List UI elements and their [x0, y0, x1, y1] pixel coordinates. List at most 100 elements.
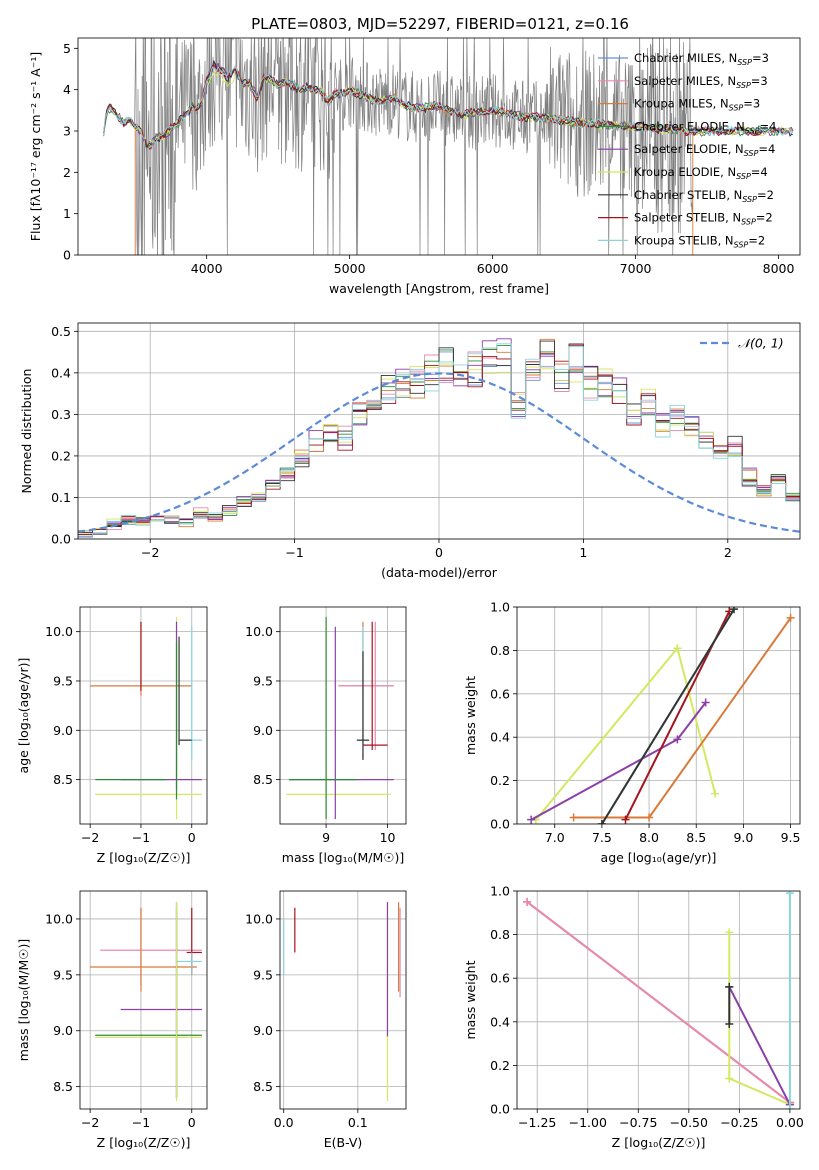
mw-vs-age-line-kroupa-miles — [573, 617, 792, 819]
mass-vs-Z-errorbar — [95, 907, 202, 1098]
mw-vs-age-y-axis-label: mass weight — [463, 676, 478, 755]
mw-vs-age-point-marker — [645, 813, 654, 822]
mass-vs-Z-frame — [79, 890, 208, 1110]
mw-vs-age-x-tick-label: 9.5 — [781, 830, 801, 845]
spectrum-x-axis-label: wavelength [Angstrom, rest frame] — [329, 281, 549, 296]
mw-vs-Z-point-marker — [725, 928, 734, 937]
spectrum-y-tick-label: 0 — [63, 248, 71, 263]
age-vs-Z-x-axis-label: Z [log₁₀(Z/Z☉)] — [97, 850, 191, 865]
age-vs-Z-y-tick-label: 9.0 — [53, 723, 73, 738]
residuals-legend: 𝒩(0, 1) — [700, 336, 784, 351]
figure-title: PLATE=0803, MJD=52297, FIBERID=0121, z=0… — [251, 15, 629, 33]
mass-vs-Z-x-tick-label: −1 — [132, 1115, 150, 1130]
mass-vs-ebv-plot-area — [280, 891, 406, 1109]
mass-vs-ebv-y-tick-label: 9.5 — [253, 967, 273, 982]
mw-vs-age-line-chabrier-stelib — [601, 608, 735, 824]
age-vs-Z-y-tick-label: 10.0 — [45, 624, 73, 639]
age-vs-Z-x-tick-label: −1 — [132, 830, 150, 845]
mw-vs-age-y-tick-label: 0.2 — [490, 773, 510, 788]
histogram-kroupa-elodie — [78, 363, 800, 531]
mw-vs-age-point-marker — [711, 789, 720, 798]
mw-vs-Z-y-tick-label: 0.8 — [490, 927, 510, 942]
spectrum-y-tick-label: 3 — [63, 124, 71, 139]
mw-vs-age-point-marker — [673, 644, 682, 653]
residuals-y-tick-label: 0.1 — [51, 490, 71, 505]
mw-vs-age-point-marker — [729, 607, 738, 614]
spectrum-legend-item: Salpeter ELODIE, NSSP=4 — [598, 142, 775, 158]
mw-vs-age-x-tick-label: 7.5 — [592, 830, 612, 845]
mass-vs-Z-errorbar — [186, 907, 202, 975]
mass-vs-Z-errorbar — [100, 907, 202, 987]
mw-vs-age-point-marker — [621, 815, 630, 824]
mw-vs-age-plot-area — [517, 607, 800, 824]
age-vs-mass-errorbar — [362, 621, 388, 751]
spectrum-legend-item: Chabrier MILES, NSSP=3 — [598, 51, 769, 67]
residuals-y-tick-label: 0.2 — [51, 448, 71, 463]
residuals-y-axis-label: Normed distribution — [19, 369, 34, 494]
age-vs-Z-y-tick-label: 9.5 — [53, 673, 73, 688]
age-vs-mass-y-tick-label: 9.5 — [253, 673, 273, 688]
age-vs-mass-y-tick-label: 9.0 — [253, 723, 273, 738]
residuals-y-tick-label: 0.0 — [51, 532, 71, 547]
mass-vs-Z-errorbar — [90, 907, 197, 992]
mw-vs-age-point-marker — [527, 815, 536, 824]
age-vs-Z-panel: −2 −1 0 8.5 9.0 9.5 10.0 Z [log₁₀(Z/Z☉)] age [lo… — [16, 606, 208, 865]
age-vs-mass-plot-area — [280, 607, 406, 824]
spectrum-y-tick-label: 5 — [63, 41, 71, 56]
mass-vs-Z-plot-area — [80, 891, 207, 1109]
mass-vs-Z-y-axis-label: mass [log₁₀(M/M☉)] — [16, 939, 31, 1061]
mw-vs-age-y-tick-label: 0.8 — [490, 643, 510, 658]
mw-vs-Z-x-tick-label: −0.25 — [720, 1115, 758, 1130]
legend-label: Chabrier ELODIE, NSSP=4 — [634, 119, 776, 135]
residuals-x-axis-label: (data-model)/error — [381, 565, 498, 580]
spectrum-x-tick-label: 7000 — [620, 261, 652, 276]
mw-vs-age-x-tick-label: 9.0 — [733, 830, 753, 845]
model-spectrum-salpeter-stelib — [103, 64, 794, 150]
legend-label: Salpeter STELIB, NSSP=2 — [634, 211, 773, 227]
spectrum-legend-item: Kroupa MILES, NSSP=3 — [598, 97, 760, 113]
age-vs-Z-errorbar — [178, 636, 192, 746]
mass-vs-ebv-y-tick-label: 8.5 — [253, 1079, 273, 1094]
mass-vs-Z-x-axis-label: Z [log₁₀(Z/Z☉)] — [97, 1135, 191, 1150]
mass-vs-Z-x-tick-label: −2 — [81, 1115, 99, 1130]
mw-vs-Z-x-tick-label: 0.00 — [776, 1115, 804, 1130]
histogram-salpeter-miles — [78, 351, 800, 532]
spectrum-frame — [77, 37, 801, 256]
mw-vs-age-y-tick-label: 0.4 — [490, 730, 510, 745]
mw-vs-age-x-tick-label: 8.5 — [686, 830, 706, 845]
mw-vs-Z-point-marker — [523, 897, 532, 906]
mw-vs-Z-point-marker — [725, 982, 734, 991]
mass-vs-Z-x-tick-label: 0 — [188, 1115, 196, 1130]
mw-vs-age-x-tick-label: 8.0 — [639, 830, 659, 845]
mw-vs-Z-panel: −1.25 −1.00 −0.75 −0.50 −0.25 0.00 0.0 0.2 0.4 0.… — [463, 884, 804, 1151]
mass-vs-Z-errorbar — [120, 902, 202, 1098]
histogram-kroupa-miles — [78, 338, 800, 535]
age-vs-mass-errorbar — [338, 621, 394, 751]
mw-vs-Z-point-marker — [785, 891, 794, 898]
spectrum-legend-item: Chabrier STELIB, NSSP=2 — [598, 188, 774, 204]
legend-label: Salpeter MILES, NSSP=3 — [634, 74, 768, 90]
mw-vs-Z-line-salpeter-miles — [526, 901, 791, 1104]
mw-vs-Z-frame — [516, 890, 801, 1110]
spectrum-x-tick-label: 5000 — [334, 261, 366, 276]
model-spectrum-kroupa-stelib — [103, 66, 794, 150]
spectrum-panel: 4000 5000 6000 7000 8000 0 1 2 3 4 5 wavelength [An… — [28, 37, 801, 296]
residuals-x-tick-label: 1 — [579, 545, 587, 560]
legend-label: Salpeter ELODIE, NSSP=4 — [634, 142, 775, 158]
mw-vs-age-point-marker — [786, 613, 795, 622]
age-vs-mass-panel: 9 10 8.5 9.0 9.5 10.0 mass [log₁₀(M/M☉)] — [245, 606, 407, 865]
legend-label: Chabrier MILES, NSSP=3 — [634, 51, 769, 67]
legend-label: Kroupa MILES, NSSP=3 — [634, 97, 760, 113]
spectrum-x-tick-label: 4000 — [191, 261, 223, 276]
mass-vs-ebv-x-tick-label: 0.0 — [274, 1115, 294, 1130]
mass-vs-ebv-y-tick-label: 9.0 — [253, 1023, 273, 1038]
mw-vs-age-point-marker — [673, 735, 682, 744]
age-vs-mass-x-axis-label: mass [log₁₀(M/M☉)] — [282, 850, 404, 865]
mw-vs-Z-x-tick-label: −1.00 — [569, 1115, 607, 1130]
residuals-x-tick-label: −2 — [141, 545, 159, 560]
mw-vs-age-y-tick-label: 1.0 — [490, 600, 510, 615]
residuals-x-tick-label: 0 — [435, 545, 443, 560]
mw-vs-Z-point-marker — [785, 1105, 794, 1109]
age-vs-Z-x-tick-label: 0 — [188, 830, 196, 845]
